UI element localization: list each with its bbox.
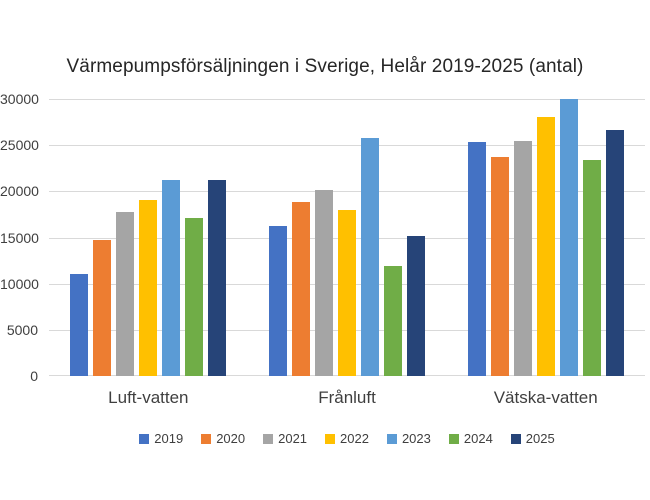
bar-2023-frånluft [361,137,379,376]
bar-2025-luft-vatten [208,180,227,376]
legend-label-2021: 2021 [278,431,308,446]
chart-title: Värmepumpsförsäljningen i Sverige, Helår… [66,56,584,77]
legend-swatch-2022 [325,433,336,444]
legend-label-2024: 2024 [463,431,493,446]
bar-2020-vätska-vatten [490,157,509,376]
bar-2020-luft-vatten [93,240,112,376]
x-axis-category-labels: Luft-vatten Frånluft Vätska-vatten [49,388,645,408]
legend-swatch-2021 [263,433,274,444]
legend-label-2023: 2023 [401,431,431,446]
gridline-25000 [49,145,645,147]
y-tick-label-20000: 20000 [0,183,39,200]
bar-2020-frånluft [292,201,310,376]
category-label-vätska-vatten: Vätska-vatten [493,388,598,407]
legend-label-2022: 2022 [340,431,369,446]
y-tick-label-0: 0 [30,368,38,384]
legend-item-2025: 2025 [510,431,555,446]
legend-swatch-2024 [448,433,459,444]
bar-2019-luft-vatten [70,274,89,376]
y-tick-label-15000: 15000 [0,229,39,246]
legend-label-2020: 2020 [216,431,246,446]
legend-swatch-2023 [386,433,397,444]
bar-2021-vätska-vatten [513,140,532,376]
bar-2021-frånluft [315,190,333,376]
bar-2019-vätska-vatten [467,142,486,376]
bar-2025-frånluft [407,235,425,376]
legend-item-2022: 2022 [325,431,369,446]
legend-item-2019: 2019 [139,431,183,446]
y-tick-label-30000: 30000 [0,91,39,107]
bar-group-frånluft [248,99,447,376]
bar-2021-luft-vatten [116,211,135,376]
y-tick-label-10000: 10000 [0,275,39,292]
bar-2023-luft-vatten [162,180,181,376]
bar-2022-luft-vatten [139,199,158,376]
plot-area [49,99,645,376]
bar-2022-vätska-vatten [536,116,555,376]
legend-item-2021: 2021 [263,431,307,446]
legend-swatch-2020 [201,433,212,444]
category-label-luft-vatten: Luft-vatten [108,388,189,407]
y-axis: 0 5000 10000 15000 20000 25000 30000 [0,91,39,384]
bar-2024-frånluft [384,266,402,376]
legend: 2019 2020 2021 2022 2023 2024 2025 [49,431,645,446]
legend-item-2023: 2023 [386,431,431,446]
y-tick-label-5000: 5000 [6,321,38,338]
bar-group-vätska-vatten [446,99,645,376]
gridline-30000 [49,99,645,100]
bar-2024-luft-vatten [185,218,204,376]
bar-2019-frånluft [269,225,287,376]
legend-item-2024: 2024 [448,431,493,446]
legend-item-2020: 2020 [201,431,245,446]
category-label-frånluft: Frånluft [318,388,376,407]
gridline-20000 [49,191,645,193]
legend-label-2019: 2019 [154,431,184,446]
legend-swatch-2019 [139,433,150,444]
bar-2022-frånluft [338,209,356,376]
bar-2024-vätska-vatten [582,159,601,376]
bar-group-luft-vatten [49,99,248,376]
legend-swatch-2025 [510,433,521,444]
bar-2023-vätska-vatten [559,99,578,376]
bar-2025-vätska-vatten [605,129,624,376]
legend-label-2025: 2025 [525,431,555,446]
bar-groups [49,99,645,376]
y-tick-label-25000: 25000 [0,137,39,154]
